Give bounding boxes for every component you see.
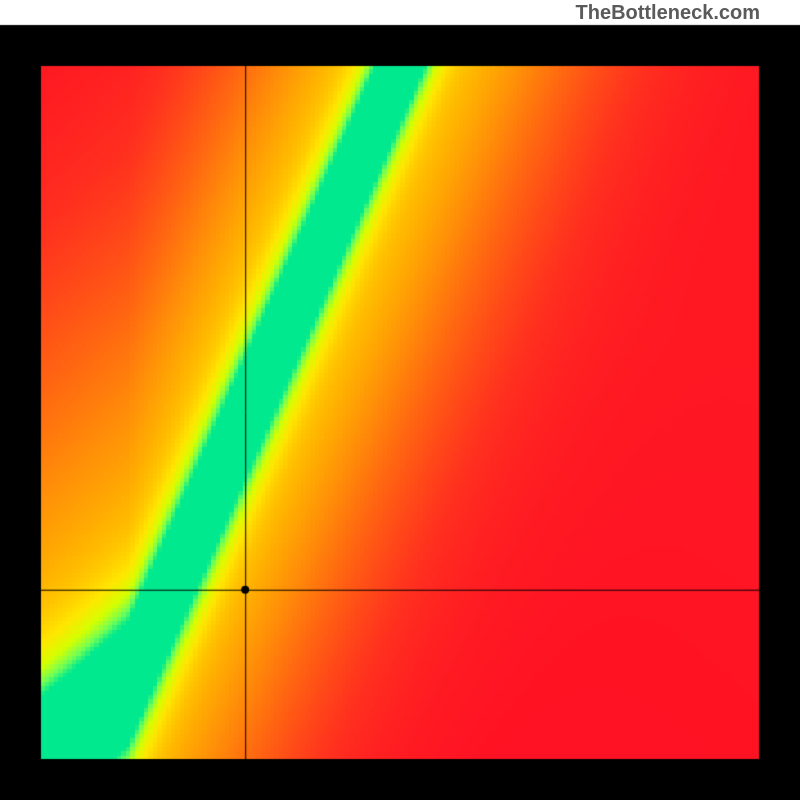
chart-container: TheBottleneck.com: [0, 0, 800, 800]
bottleneck-heatmap: [0, 0, 800, 800]
